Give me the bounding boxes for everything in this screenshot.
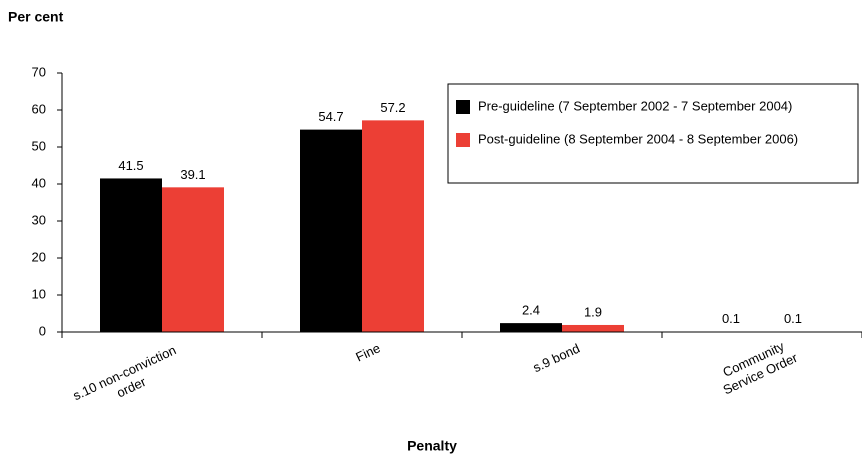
legend-swatch <box>456 133 470 147</box>
value-label: 41.5 <box>118 158 143 173</box>
x-tick-label: s.9 bond <box>531 341 583 376</box>
value-label: 1.9 <box>584 304 602 319</box>
value-label: 0.1 <box>722 311 740 326</box>
legend-swatch <box>456 100 470 114</box>
y-tick-label: 50 <box>32 138 46 153</box>
value-label: 2.4 <box>522 303 540 318</box>
x-tick-label-line: Fine <box>353 340 382 364</box>
x-axis-title: Penalty <box>407 438 457 454</box>
y-tick-label: 40 <box>32 175 46 190</box>
value-label: 39.1 <box>180 167 205 182</box>
bar <box>100 178 162 332</box>
value-label: 0.1 <box>784 311 802 326</box>
x-tick-label: Fine <box>353 340 382 364</box>
x-tick-label-line: s.9 bond <box>531 341 583 376</box>
y-tick-label: 0 <box>39 323 46 338</box>
y-tick-label: 70 <box>32 64 46 79</box>
bar <box>362 120 424 332</box>
legend-label: Post-guideline (8 September 2004 - 8 Sep… <box>478 131 798 146</box>
bar <box>562 324 624 332</box>
bar <box>300 129 362 332</box>
bar <box>162 187 224 332</box>
y-tick-label: 30 <box>32 212 46 227</box>
y-tick-label: 60 <box>32 101 46 116</box>
y-axis-title: Per cent <box>8 9 64 25</box>
value-label: 57.2 <box>380 100 405 115</box>
bar <box>500 323 562 332</box>
y-tick-label: 10 <box>32 286 46 301</box>
value-label: 54.7 <box>318 109 343 124</box>
legend-label: Pre-guideline (7 September 2002 - 7 Sept… <box>478 98 792 113</box>
y-tick-label: 20 <box>32 249 46 264</box>
legend-box <box>447 83 859 184</box>
